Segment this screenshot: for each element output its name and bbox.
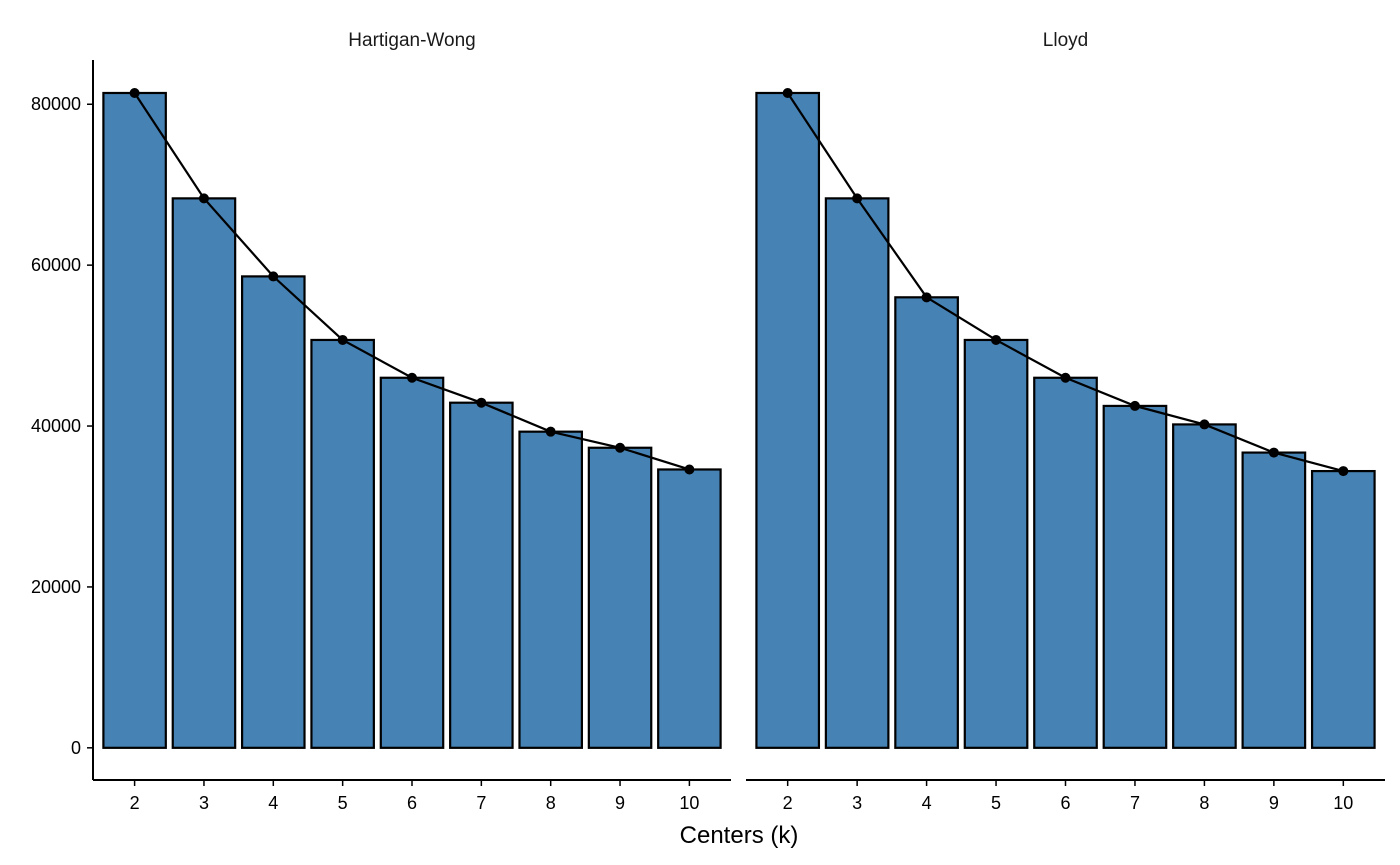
y-tick-label: 0 <box>71 738 81 758</box>
data-point <box>1129 400 1140 411</box>
y-tick-label: 80000 <box>31 94 81 114</box>
bar <box>310 338 375 749</box>
y-tick-label: 40000 <box>31 416 81 436</box>
x-tick-label: 6 <box>407 793 417 813</box>
panel-hartigan-wong: Hartigan-Wong 2 3 4 5 6 7 8 9 10 <box>93 30 731 813</box>
bar <box>1241 451 1307 749</box>
data-point <box>1268 447 1279 458</box>
y-tick-label: 20000 <box>31 577 81 597</box>
x-tick-label: 5 <box>991 793 1001 813</box>
bar <box>1102 404 1168 749</box>
data-point <box>921 292 932 303</box>
x-tick-label: 10 <box>679 793 699 813</box>
bar <box>518 430 584 749</box>
panel-title: Hartigan-Wong <box>348 30 475 51</box>
bar <box>894 296 959 749</box>
bar <box>102 91 167 749</box>
data-point <box>991 334 1002 345</box>
data-point <box>1060 372 1071 383</box>
x-tick-label: 7 <box>476 793 486 813</box>
chart-panels: Hartigan-Wong 2 3 4 5 6 7 8 9 10 Lloyd 2 3 4 5 6 7 8 9 10 <box>93 30 1385 813</box>
x-tick-label: 2 <box>783 793 793 813</box>
data-point <box>407 372 417 383</box>
bar <box>1310 469 1376 749</box>
y-axis: 0 20000 40000 60000 80000 <box>31 60 94 780</box>
data-point <box>615 442 626 453</box>
bar <box>657 468 722 749</box>
x-tick-label: 8 <box>1199 793 1209 813</box>
x-tick-label: 8 <box>546 793 556 813</box>
x-tick-label: 7 <box>1130 793 1140 813</box>
bar <box>379 376 445 749</box>
panel-title: Lloyd <box>1043 30 1088 51</box>
bar <box>755 91 821 749</box>
data-point <box>852 193 863 204</box>
panel-lloyd: Lloyd 2 3 4 5 6 7 8 9 10 <box>746 30 1385 813</box>
data-point <box>337 334 348 345</box>
x-tick-label: 2 <box>130 793 140 813</box>
x-tick-label: 9 <box>615 793 625 813</box>
bar <box>1033 376 1098 749</box>
x-tick-label: 3 <box>199 793 209 813</box>
bar <box>963 338 1029 749</box>
data-point <box>545 426 556 437</box>
bar <box>449 401 514 749</box>
data-point <box>1199 419 1210 430</box>
x-tick-label: 6 <box>1060 793 1070 813</box>
data-point <box>782 87 793 98</box>
y-tick-label: 60000 <box>31 255 81 275</box>
bar <box>171 197 237 749</box>
data-point <box>198 193 209 204</box>
x-axis-title: Centers (k) <box>680 822 799 849</box>
x-tick-label: 5 <box>338 793 348 813</box>
data-point <box>1338 466 1349 477</box>
data-point <box>684 464 695 475</box>
bar <box>240 275 306 749</box>
x-tick-label: 3 <box>852 793 862 813</box>
x-tick-label: 4 <box>268 793 278 813</box>
bar <box>1172 423 1237 749</box>
bar <box>824 197 890 749</box>
bar <box>587 446 653 749</box>
data-point <box>129 87 140 98</box>
x-tick-label: 10 <box>1333 793 1353 813</box>
data-point <box>476 397 487 408</box>
x-tick-label: 9 <box>1269 793 1279 813</box>
x-tick-label: 4 <box>922 793 932 813</box>
data-point <box>268 271 279 282</box>
